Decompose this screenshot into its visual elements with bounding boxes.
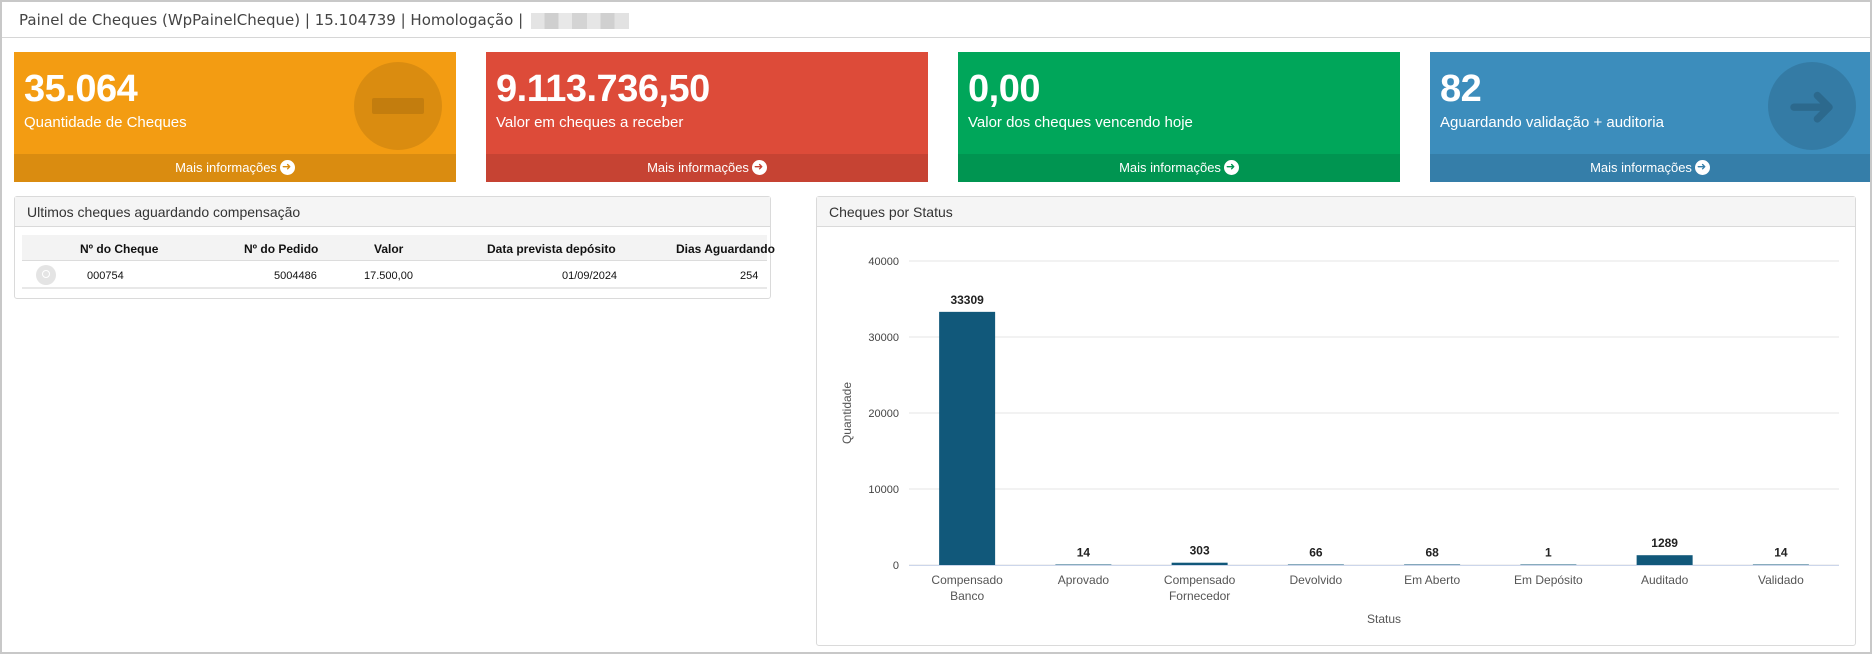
x-tick-label: Compensado [931,573,1003,587]
arrow-circle-right-icon [1694,153,1710,181]
card-label: Valor dos cheques vencendo hoje [968,114,1193,131]
x-tick-label: Compensado [1164,573,1236,587]
y-tick-label: 0 [893,560,899,572]
data-label: 14 [1077,546,1091,560]
bar [1404,564,1461,565]
x-tick-label: Devolvido [1290,573,1343,587]
more-info-label: Mais informações [1590,160,1692,175]
data-label: 1 [1545,546,1552,560]
table-header: Nº do Cheque Nº do Pedido Valor Data pre… [22,235,775,261]
card-vencendo-hoje: 0,00 Valor dos cheques vencendo hoje Mai… [958,52,1400,182]
window-title: Painel de Cheques (WpPainelCheque) | 15.… [19,11,630,29]
data-label: 303 [1190,544,1210,558]
status-chart-panel: Cheques por Status 0 10000 20000 30000 40000… [816,196,1856,646]
bar [1636,555,1693,565]
card-label: Aguardando validação + auditoria [1440,114,1664,131]
x-axis-title: Status [1367,612,1401,626]
card-value: 0,00 [968,68,1040,110]
arrow-right-circle-icon: ➜ [1768,62,1856,150]
card-value: 9.113.736,50 [496,68,710,110]
y-axis-title: Quantidade [840,382,854,444]
column-header-data[interactable]: Data prevista depósito [487,242,616,256]
bar [1171,562,1228,565]
x-tick-label: Auditado [1641,573,1689,587]
arrow-circle-right-icon [1223,153,1239,181]
card-quantidade-cheques: 35.064 Quantidade de Cheques Mais inform… [14,52,456,182]
card-aguardando-validacao: 82 Aguardando validação + auditoria ➜ Ma… [1430,52,1870,182]
cell-cheque: 000754 [87,270,124,282]
x-tick-label: Em Aberto [1404,573,1460,587]
y-tick-label: 40000 [868,256,899,268]
blurred-environment-name [531,12,630,29]
cell-valor: 17.500,00 [364,270,413,282]
x-tick-label: Fornecedor [1169,589,1230,603]
minus-circle-icon [354,62,442,150]
cheques-table: Nº do Cheque Nº do Pedido Valor Data pre… [22,235,775,289]
data-label: 14 [1774,546,1788,560]
card-valor-receber: 9.113.736,50 Valor em cheques a receber … [486,52,928,182]
more-info-label: Mais informações [1119,160,1221,175]
data-label: 66 [1309,545,1323,559]
more-info-label: Mais informações [647,160,749,175]
card-value: 82 [1440,68,1482,110]
table-row[interactable]: 000754 5004486 17.500,00 01/09/2024 254 [22,261,767,289]
panel-title: Ultimos cheques aguardando compensação [15,197,770,227]
column-header-dias[interactable]: Dias Aguardando [676,242,775,256]
more-info-link[interactable]: Mais informações [14,153,456,182]
pending-cheques-panel: Ultimos cheques aguardando compensação N… [14,196,775,299]
cell-pedido: 5004486 [274,270,317,282]
arrow-circle-right-icon [751,153,767,181]
magnifier-icon[interactable] [36,265,56,285]
more-info-link[interactable]: Mais informações [486,153,928,182]
column-header-pedido[interactable]: Nº do Pedido [244,242,319,256]
bar [939,311,996,565]
bar [1752,564,1809,565]
data-label: 1289 [1651,536,1678,550]
more-info-link[interactable]: Mais informações [1430,153,1870,182]
x-tick-label: Banco [950,589,984,603]
x-tick-label: Em Depósito [1514,573,1583,587]
more-info-label: Mais informações [175,160,277,175]
data-label: 68 [1425,545,1439,559]
column-header-valor[interactable]: Valor [374,242,404,256]
card-label: Valor em cheques a receber [496,114,684,131]
x-tick-label: Validado [1758,573,1804,587]
cell-dias: 254 [740,270,759,282]
y-tick-label: 30000 [868,332,899,344]
bar [1520,564,1577,565]
cell-data: 01/09/2024 [562,270,618,282]
status-bar-chart: 0 10000 20000 30000 40000 33309 Compensado Banc… [840,256,1839,626]
panel-title: Cheques por Status [817,197,1855,227]
bar [1055,564,1112,565]
window-title-text: Painel de Cheques (WpPainelCheque) | 15.… [19,11,524,29]
title-bar: Painel de Cheques (WpPainelCheque) | 15.… [2,2,1870,38]
bar [1287,564,1344,565]
x-tick-label: Aprovado [1058,573,1110,587]
more-info-link[interactable]: Mais informações [958,153,1400,182]
y-tick-label: 10000 [868,484,899,496]
y-tick-label: 20000 [868,408,899,420]
column-header-cheque[interactable]: Nº do Cheque [80,242,159,256]
card-label: Quantidade de Cheques [24,114,187,131]
arrow-circle-right-icon [279,153,295,181]
data-label: 33309 [950,293,984,307]
card-value: 35.064 [24,68,138,110]
